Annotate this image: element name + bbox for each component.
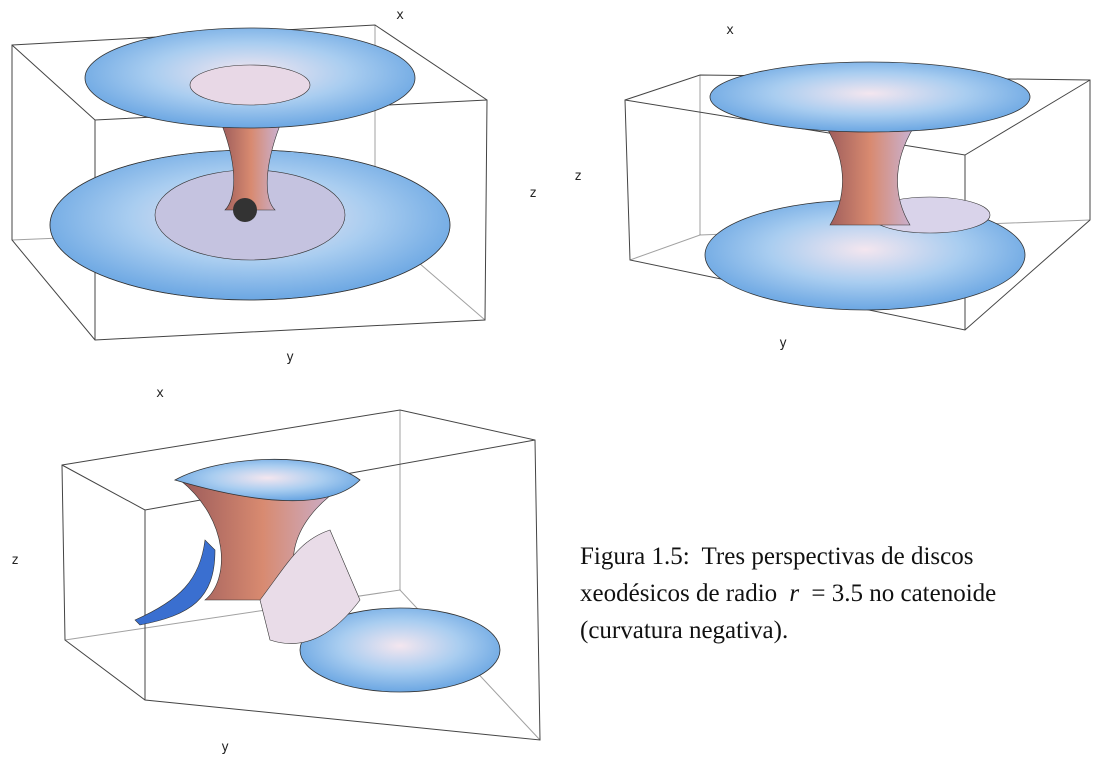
caption-text: xeodésicos de radio bbox=[580, 580, 777, 607]
plot-2: x z y bbox=[574, 23, 1090, 351]
caption: Figura 1.5: Tres perspectivas de discos … bbox=[580, 543, 996, 644]
axis-label: z bbox=[11, 553, 19, 568]
caption-variable: r bbox=[789, 580, 799, 607]
caption-text: = 3.5 no catenoide bbox=[811, 580, 996, 607]
caption-line: Figura 1.5: Tres perspectivas de discos bbox=[580, 543, 973, 570]
plot-3: x z y bbox=[11, 386, 540, 755]
caption-line: (curvatura negativa). bbox=[580, 617, 788, 644]
axis-label: y bbox=[286, 350, 294, 365]
caption-text: Tres perspectivas de discos bbox=[702, 543, 974, 570]
axis-label: z bbox=[574, 169, 582, 184]
axis-label: x bbox=[396, 8, 404, 23]
axis-label: x bbox=[156, 386, 164, 401]
page: x z y x z y x z y Figura 1.5: bbox=[0, 0, 1096, 761]
axis-label: x bbox=[726, 23, 734, 38]
axis-label: y bbox=[221, 740, 229, 755]
axis-label: y bbox=[779, 336, 787, 351]
axis-label: z bbox=[529, 186, 537, 201]
plot-1: x z y bbox=[12, 8, 537, 365]
caption-line: xeodésicos de radio r = 3.5 no catenoide bbox=[580, 580, 996, 607]
caption-label: Figura 1.5: bbox=[580, 543, 690, 570]
